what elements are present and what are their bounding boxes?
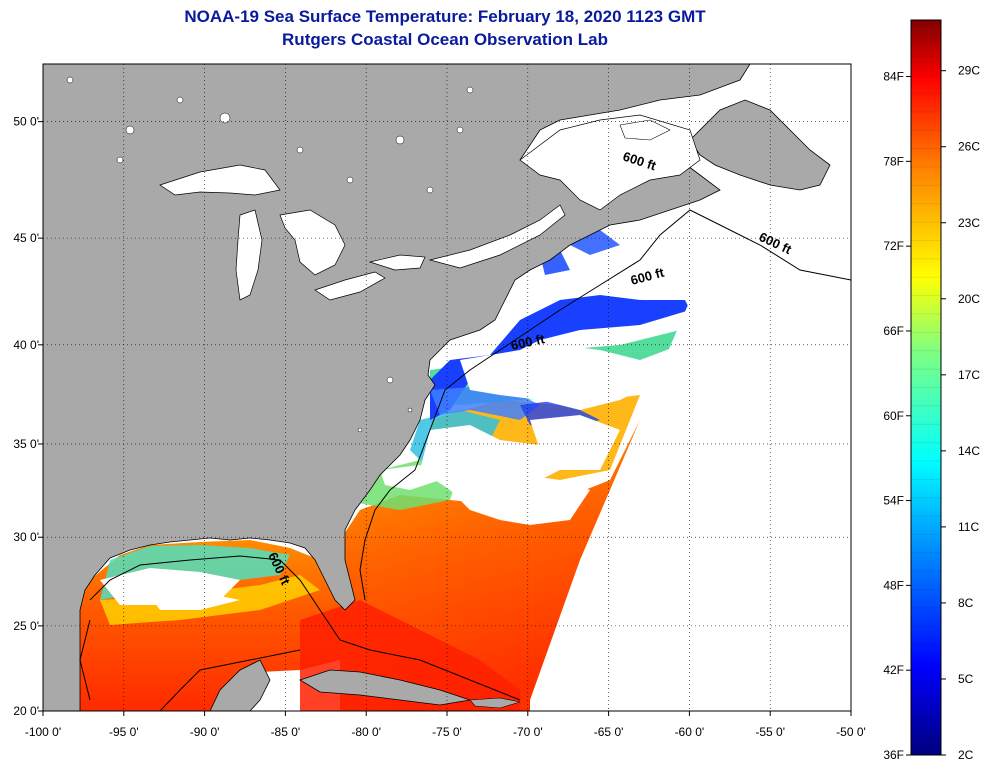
longitude-label: -60 0' [675, 725, 705, 739]
colorbar-c-label: 29C [958, 64, 980, 78]
colorbar-c-label: 8C [958, 596, 974, 610]
colorbar-f-label: 78F [883, 154, 904, 168]
great-lakes [159, 164, 426, 301]
longitude-label: -55 0' [755, 725, 785, 739]
colorbar-bands [911, 37, 941, 738]
colorbar-c-label: 17C [958, 368, 980, 382]
colorbar-c-label: 23C [958, 216, 980, 230]
gulf-of-st-lawrence [519, 114, 701, 211]
colorbar-f-label: 84F [883, 70, 904, 84]
colorbar-c-label: 26C [958, 140, 980, 154]
colorbar-f-label: 60F [883, 409, 904, 423]
colorbar-c-label: 11C [958, 520, 979, 534]
colorbar-f-label: 66F [883, 324, 904, 338]
longitude-label: -95 0' [109, 725, 139, 739]
latitude-label: 45 0' [13, 231, 39, 245]
colorbar-celsius-labels: 29C 26C 23C 20C 17C 14C 11C 8C 5C 2C [941, 64, 980, 762]
graticule [43, 64, 851, 711]
longitude-label: -65 0' [594, 725, 624, 739]
colorbar-c-label: 2C [958, 748, 974, 762]
longitude-label: -75 0' [432, 725, 462, 739]
latitude-label: 20 0' [13, 704, 39, 718]
newfoundland-land [689, 99, 831, 191]
longitude-label: -85 0' [271, 725, 301, 739]
cold-shelf-water [430, 290, 690, 420]
longitude-labels: -100 0' -95 0' -90 0' -85 0' -80 0' -75 0' -70… [25, 711, 866, 739]
latitude-labels: 20 0' 25 0' 30 0' 35 0' 40 0' 45 0' 50 0' [13, 115, 43, 718]
colorbar-c-label: 5C [958, 672, 974, 686]
colorbar-f-label: 72F [883, 239, 904, 253]
latitude-label: 25 0' [13, 619, 39, 633]
colorbar-c-label: 20C [958, 292, 980, 306]
colorbar-f-label: 48F [883, 578, 904, 592]
isobath-label: 600 ft [510, 331, 547, 353]
latitude-label: 35 0' [13, 437, 39, 451]
latitude-label: 40 0' [13, 338, 39, 352]
longitude-label: -100 0' [25, 725, 61, 739]
colorbar-c-label: 14C [958, 444, 980, 458]
latitude-label: 30 0' [13, 530, 39, 544]
colorbar-f-label: 42F [883, 663, 904, 677]
longitude-label: -90 0' [190, 725, 220, 739]
colorbar [910, 19, 942, 756]
cloud-cover [100, 240, 851, 711]
colorbar-f-label: 54F [883, 494, 904, 508]
isobath-600ft [79, 209, 851, 711]
colorbar-fahrenheit-labels: 84F 78F 72F 66F 60F 54F 48F 42F 36F [883, 70, 911, 762]
longitude-label: -80 0' [351, 725, 381, 739]
colorbar-f-label: 36F [883, 748, 904, 762]
map-subtitle: Rutgers Coastal Ocean Observation Lab [282, 30, 608, 49]
map-title: NOAA-19 Sea Surface Temperature: Februar… [184, 7, 706, 26]
longitude-label: -70 0' [513, 725, 543, 739]
latitude-label: 50 0' [13, 115, 39, 129]
longitude-label: -50 0' [836, 725, 866, 739]
